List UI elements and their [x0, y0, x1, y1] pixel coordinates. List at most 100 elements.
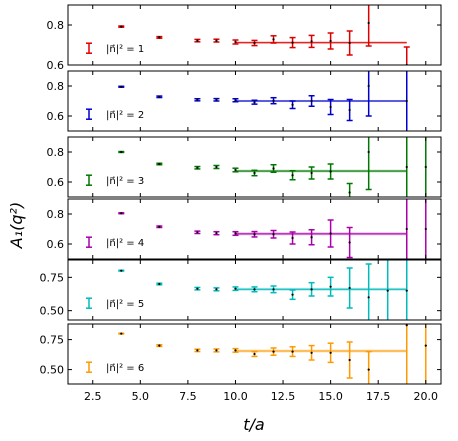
data-marker [158, 282, 161, 286]
data-marker [158, 162, 161, 166]
data-point [194, 348, 201, 353]
data-point [405, 260, 408, 320]
data-marker [348, 41, 351, 45]
data-point [308, 34, 315, 49]
data-point [251, 99, 258, 105]
data-marker [367, 21, 370, 25]
data-marker [196, 98, 199, 101]
data-marker [120, 25, 123, 28]
x-axis: 2.5 5.0 7.5 10.0 12.5 15.0 17.5 20.0 [84, 390, 438, 403]
data-marker [291, 41, 294, 44]
data-point [118, 25, 125, 28]
legend-label: |n⃗|² = 3 [106, 176, 144, 187]
panel-plot-area [118, 260, 408, 320]
data-point [424, 324, 427, 384]
panel-plot-area [118, 324, 427, 384]
data-point [156, 35, 163, 39]
data-point [424, 199, 427, 259]
data-marker [272, 350, 275, 353]
data-marker [120, 332, 123, 335]
panel-5: 0.50 0.75 |n⃗|² = 5 [40, 259, 442, 321]
data-marker [196, 39, 199, 42]
data-point [251, 350, 258, 358]
data-point [289, 289, 296, 301]
data-marker [329, 351, 332, 354]
data-marker [348, 286, 351, 290]
data-marker [120, 269, 123, 272]
data-marker [120, 212, 123, 215]
panel-frame [67, 136, 442, 198]
data-marker [234, 349, 237, 352]
data-point [118, 150, 125, 154]
data-marker [386, 289, 389, 292]
data-point [213, 287, 220, 292]
data-point [289, 100, 296, 110]
data-point [213, 97, 220, 102]
data-point [270, 229, 277, 239]
data-marker [367, 84, 370, 88]
data-marker [234, 40, 237, 44]
data-marker [253, 352, 256, 356]
legend: |n⃗|² = 1 [86, 42, 144, 55]
x-tick-label: 12.5 [271, 390, 296, 403]
data-point [327, 342, 334, 364]
data-point [346, 267, 353, 309]
panel-frame [67, 259, 442, 321]
data-marker [310, 40, 313, 43]
data-marker [329, 232, 332, 235]
data-marker [405, 289, 408, 292]
x-axis-label: t/a [243, 415, 264, 434]
data-marker [310, 288, 313, 291]
data-point [365, 137, 372, 191]
data-marker [120, 85, 123, 88]
y-tick-label: 0.8 [47, 146, 65, 159]
panel-plot-area [118, 5, 410, 65]
data-marker [291, 350, 294, 353]
data-point [232, 39, 239, 45]
data-point [270, 96, 277, 105]
legend: |n⃗|² = 2 [86, 108, 144, 121]
y-tick-label: 0.6 [47, 238, 65, 251]
data-marker [215, 232, 218, 235]
data-point [251, 286, 258, 293]
data-marker [367, 296, 370, 299]
data-point [118, 269, 125, 272]
data-marker [158, 36, 161, 39]
data-marker [234, 287, 237, 290]
data-point [232, 230, 239, 237]
y-tick-label: 0.8 [47, 208, 65, 221]
data-marker [253, 288, 256, 291]
data-point [232, 98, 239, 103]
panel-frame [67, 70, 442, 132]
data-point [405, 137, 408, 197]
data-point [156, 344, 163, 348]
data-point [346, 30, 353, 56]
data-marker [215, 288, 218, 291]
data-point [327, 276, 334, 297]
data-point [365, 263, 372, 320]
data-point [405, 199, 408, 259]
data-marker [158, 344, 161, 347]
data-point [365, 71, 372, 117]
data-point [213, 348, 220, 353]
data-marker [158, 95, 161, 98]
data-marker [196, 287, 199, 290]
y-axis-label: A₁(q²) [7, 202, 26, 249]
data-point [194, 38, 201, 43]
legend: |n⃗|² = 6 [86, 361, 144, 374]
data-marker [405, 99, 408, 103]
y-tick-label: 0.6 [47, 59, 65, 72]
data-marker [424, 165, 427, 169]
data-marker [291, 174, 294, 177]
y-tick-label: 0.6 [47, 110, 65, 123]
panel-plot-area [118, 71, 408, 131]
y-tick-label: 0.8 [47, 19, 65, 32]
data-point [327, 163, 334, 180]
x-tick-label: 7.5 [179, 390, 197, 403]
y-tick-label: 0.50 [40, 364, 65, 377]
panel-plot-area [118, 137, 427, 197]
data-marker [272, 38, 275, 41]
legend-label: |n⃗|² = 6 [106, 363, 144, 374]
data-marker [253, 233, 256, 236]
data-point [327, 219, 334, 248]
